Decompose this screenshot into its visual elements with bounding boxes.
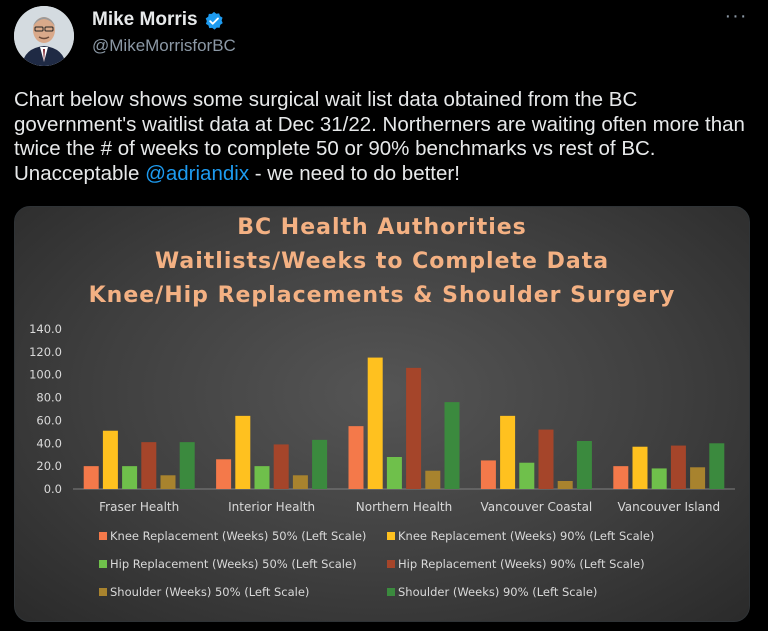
legend-label: Hip Replacement (Weeks) 50% (Left Scale) — [110, 557, 357, 571]
legend-item: Knee Replacement (Weeks) 50% (Left Scale… — [99, 529, 366, 543]
bar-chart: 0.0 20.0 40.0 60.0 80.0 100.0 120.0 140.0 Fraser… — [29, 322, 735, 514]
bar — [292, 475, 308, 489]
legend-label: Shoulder (Weeks) 90% (Left Scale) — [398, 585, 598, 599]
bar — [613, 466, 629, 489]
bar — [83, 466, 99, 489]
bar — [367, 357, 383, 489]
bar — [444, 402, 460, 489]
legend-swatch — [387, 560, 395, 568]
bar — [690, 467, 706, 489]
y-tick-label: 0.0 — [44, 482, 62, 496]
legend-item: Knee Replacement (Weeks) 90% (Left Scale… — [387, 529, 654, 543]
legend-swatch — [99, 560, 107, 568]
x-category-label: Northern Health — [356, 500, 453, 514]
y-tick-label: 20.0 — [36, 459, 62, 473]
y-tick-label: 60.0 — [36, 413, 62, 427]
x-category-label: Fraser Health — [99, 500, 179, 514]
verified-badge-icon — [205, 11, 223, 30]
bar — [102, 430, 118, 489]
bar — [480, 460, 496, 489]
bar — [576, 441, 592, 489]
y-tick-label: 140.0 — [29, 322, 62, 336]
bar — [425, 470, 441, 489]
chart-title: BC Health Authorities — [237, 215, 527, 240]
bar — [312, 439, 328, 489]
legend-label: Knee Replacement (Weeks) 50% (Left Scale… — [110, 529, 367, 543]
bar — [216, 459, 232, 489]
more-options-icon[interactable]: ··· — [724, 5, 748, 27]
bar — [179, 442, 195, 489]
bar — [254, 466, 270, 489]
author-avatar[interactable] — [14, 6, 74, 66]
tweet-text-ending: - we need to do better! — [249, 161, 460, 185]
bar — [122, 466, 138, 489]
bar — [670, 445, 686, 489]
bar — [160, 475, 176, 489]
author-name[interactable]: Mike Morris — [92, 9, 198, 30]
chart-subtitle-line-1: Waitlists/Weeks to Complete Data — [154, 249, 610, 274]
legend-item: Shoulder (Weeks) 90% (Left Scale) — [387, 585, 597, 599]
legend-item: Hip Replacement (Weeks) 90% (Left Scale) — [387, 557, 645, 571]
bar — [632, 446, 648, 489]
x-category-label: Vancouver Island — [617, 500, 720, 514]
tweet-text-body: Chart below shows some surgical wait lis… — [14, 88, 745, 185]
legend-label: Knee Replacement (Weeks) 90% (Left Scale… — [398, 529, 655, 543]
x-category-label: Interior Health — [228, 500, 315, 514]
legend-swatch — [99, 588, 107, 596]
y-tick-label: 100.0 — [29, 368, 62, 382]
legend-item: Shoulder (Weeks) 50% (Left Scale) — [99, 585, 309, 599]
bar — [141, 442, 157, 489]
tweet-media-image[interactable]: BC Health Authorities Waitlists/Weeks to… — [14, 206, 750, 622]
y-tick-label: 80.0 — [36, 391, 62, 405]
bar — [273, 444, 289, 489]
legend-swatch — [387, 532, 395, 540]
chart-subtitle-line-2: Knee/Hip Replacements & Shoulder Surgery — [88, 283, 676, 308]
bar — [500, 415, 516, 489]
bar — [386, 457, 402, 489]
y-tick-label: 120.0 — [29, 345, 62, 359]
bar — [651, 468, 667, 489]
legend-label: Shoulder (Weeks) 50% (Left Scale) — [110, 585, 310, 599]
bar — [538, 429, 554, 489]
mention-link[interactable]: @adriandix — [145, 161, 250, 185]
legend-item: Hip Replacement (Weeks) 50% (Left Scale) — [99, 557, 357, 571]
tweet-text: Chart below shows some surgical wait lis… — [14, 88, 754, 186]
legend-swatch — [99, 532, 107, 540]
y-tick-label: 40.0 — [36, 436, 62, 450]
legend-label: Hip Replacement (Weeks) 90% (Left Scale) — [398, 557, 645, 571]
bar — [709, 443, 725, 489]
author-handle[interactable]: @MikeMorrisforBC — [92, 36, 236, 55]
avatar-photo-icon — [14, 6, 74, 66]
x-category-label: Vancouver Coastal — [481, 500, 593, 514]
bar — [235, 415, 251, 489]
bar — [557, 481, 573, 489]
bar — [519, 462, 535, 489]
bar — [406, 367, 422, 489]
legend-swatch — [387, 588, 395, 596]
bar — [348, 426, 364, 489]
